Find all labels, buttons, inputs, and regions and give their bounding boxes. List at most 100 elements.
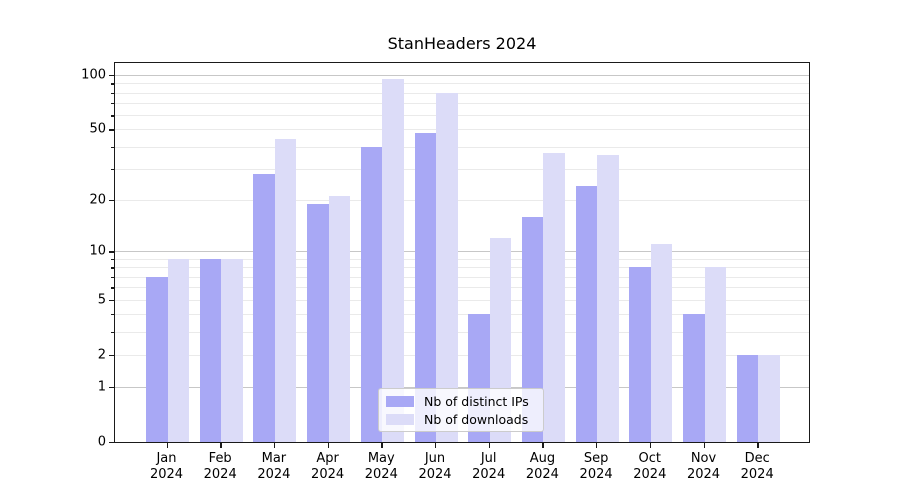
bar-nb-of-downloads-dec	[758, 354, 780, 442]
x-tick-year-may: 2024	[364, 467, 398, 482]
chart-title: StanHeaders 2024	[387, 34, 537, 53]
gridline-y-50	[115, 129, 809, 131]
gridline-y-100	[115, 75, 809, 77]
y-tick-mark-1	[109, 386, 114, 389]
gridline-y-90	[115, 83, 809, 85]
x-tick-mark-may	[381, 443, 383, 448]
bar-nb-of-downloads-sep	[597, 154, 619, 442]
y-tick-mark-20	[109, 200, 114, 202]
legend-label-distinct-ips: Nb of distinct IPs	[424, 393, 529, 409]
gridline-y-80	[115, 92, 809, 94]
bar-nb-of-distinct-ips-aug	[521, 216, 544, 442]
gridline-y-10	[115, 251, 809, 253]
x-tick-year-aug: 2024	[525, 467, 559, 482]
y-minor-tick-mark-40	[111, 146, 114, 149]
bar-nb-of-downloads-nov	[704, 267, 726, 442]
gridline-y-7	[115, 276, 809, 278]
bar-nb-of-distinct-ips-jan	[146, 276, 168, 442]
gridline-y-5	[115, 299, 809, 301]
y-tick-mark-2	[109, 354, 114, 357]
x-tick-month-jul: Jul	[480, 451, 497, 466]
gridline-y-20	[115, 200, 809, 201]
bar-nb-of-distinct-ips-may	[360, 146, 383, 442]
legend-label-downloads: Nb of downloads	[424, 411, 529, 427]
x-tick-label-feb: Feb 2024	[190, 451, 250, 483]
y-tick-label-2: 2	[97, 347, 106, 363]
gridline-y-2	[115, 354, 809, 356]
bar-nb-of-distinct-ips-jun	[414, 132, 436, 442]
x-tick-month-jan: Jan	[156, 451, 177, 466]
gridline-y-30	[115, 169, 809, 170]
bar-nb-of-downloads-oct	[650, 244, 673, 442]
gridline-y-60	[115, 115, 809, 117]
y-tick-label-5: 5	[97, 292, 106, 308]
x-tick-year-jul: 2024	[472, 467, 506, 482]
x-tick-month-mar: Mar	[261, 451, 287, 466]
x-tick-label-dec: Dec 2024	[727, 451, 787, 483]
x-tick-mark-dec	[757, 443, 759, 448]
y-minor-tick-mark-8	[111, 267, 114, 269]
bar-nb-of-downloads-jan	[167, 258, 189, 442]
x-tick-label-oct: Oct 2024	[620, 451, 680, 483]
gridline-y-9	[115, 258, 809, 260]
x-tick-year-feb: 2024	[203, 467, 237, 482]
x-tick-mark-jun	[435, 443, 437, 448]
x-tick-month-apr: Apr	[316, 451, 339, 466]
x-tick-mark-jul	[488, 443, 491, 448]
bar-nb-of-distinct-ips-dec	[736, 354, 759, 442]
gridline-y-8	[115, 267, 809, 269]
bar-nb-of-downloads-apr	[328, 196, 351, 442]
x-tick-label-jul: Jul 2024	[459, 451, 519, 483]
x-tick-month-jun: Jun	[424, 451, 446, 466]
gridline-y-3	[115, 331, 809, 333]
y-minor-tick-mark-4	[111, 314, 114, 316]
x-tick-mark-aug	[542, 443, 544, 448]
y-tick-mark-5	[109, 299, 114, 301]
x-tick-year-jun: 2024	[418, 467, 452, 482]
x-tick-mark-nov	[703, 443, 705, 448]
x-tick-label-nov: Nov 2024	[674, 451, 734, 483]
x-tick-month-dec: Dec	[744, 451, 770, 466]
bar-nb-of-downloads-feb	[221, 258, 243, 442]
x-tick-month-may: May	[367, 451, 395, 466]
bar-nb-of-downloads-jun	[436, 92, 458, 442]
y-tick-mark-50	[109, 129, 114, 131]
x-tick-mark-mar	[273, 443, 276, 448]
x-tick-label-apr: Apr 2024	[298, 451, 358, 483]
legend-item-downloads: Nb of downloads	[386, 412, 543, 427]
y-minor-tick-mark-60	[111, 115, 114, 117]
bar-nb-of-downloads-may	[382, 79, 404, 442]
x-tick-month-aug: Aug	[529, 451, 556, 466]
x-tick-year-oct: 2024	[633, 467, 667, 482]
bar-nb-of-distinct-ips-sep	[575, 186, 598, 442]
y-minor-tick-mark-7	[111, 276, 114, 279]
gridline-y-70	[115, 103, 809, 105]
x-tick-year-nov: 2024	[686, 467, 721, 482]
y-tick-mark-100	[109, 75, 114, 77]
y-minor-tick-mark-3	[111, 331, 114, 334]
x-tick-label-aug: Aug 2024	[512, 451, 572, 483]
y-tick-label-20: 20	[89, 192, 106, 208]
y-minor-tick-mark-90	[111, 83, 114, 85]
x-tick-year-jan: 2024	[149, 467, 184, 482]
x-tick-mark-jan	[166, 443, 168, 448]
x-tick-month-nov: Nov	[690, 451, 717, 466]
bar-nb-of-distinct-ips-mar	[253, 174, 275, 442]
y-tick-label-50: 50	[89, 121, 106, 137]
x-tick-mark-oct	[649, 443, 652, 448]
x-tick-label-mar: Mar 2024	[244, 451, 304, 483]
bar-nb-of-downloads-aug	[543, 152, 565, 442]
x-tick-year-dec: 2024	[740, 467, 774, 482]
y-tick-label-0: 0	[97, 434, 106, 450]
x-tick-mark-feb	[220, 443, 222, 448]
x-tick-label-may: May 2024	[351, 451, 411, 483]
legend-swatch-downloads	[386, 413, 414, 425]
x-tick-year-sep: 2024	[579, 467, 613, 482]
x-tick-label-jun: Jun 2024	[405, 451, 465, 483]
x-tick-year-apr: 2024	[311, 467, 345, 482]
gridline-y-6	[115, 287, 809, 289]
bar-nb-of-downloads-mar	[274, 139, 297, 442]
y-minor-tick-mark-30	[111, 169, 114, 171]
legend-swatch-distinct-ips	[386, 395, 414, 407]
